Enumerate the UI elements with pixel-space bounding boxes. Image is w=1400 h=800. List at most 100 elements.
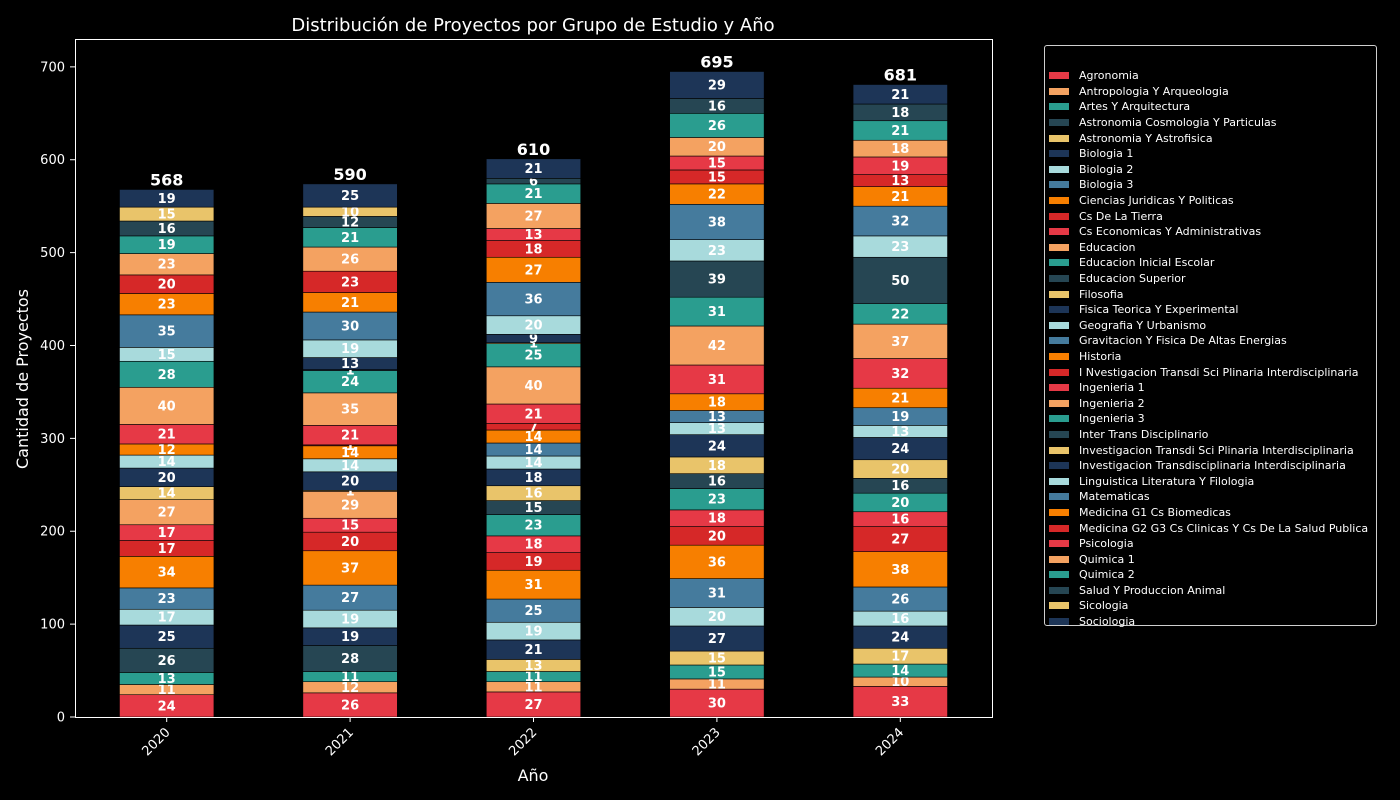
- segment-value-label: 35: [158, 325, 176, 340]
- legend-label: Educacion Inicial Escolar: [1079, 256, 1215, 270]
- legend-item: Educacion Superior: [1049, 271, 1376, 287]
- segment-value-label: 32: [891, 215, 909, 230]
- legend-swatch: [1049, 430, 1069, 438]
- legend-label: Ingenieria 3: [1079, 412, 1145, 426]
- legend-item: Salud Y Produccion Animal: [1049, 583, 1376, 599]
- segment-value-label: 18: [708, 512, 726, 527]
- legend-swatch: [1049, 165, 1069, 173]
- segment-value-label: 21: [341, 296, 359, 311]
- segment-value-label: 19: [158, 238, 176, 253]
- legend-label: Filosofia: [1079, 287, 1124, 301]
- segment-value-label: 39: [708, 273, 726, 288]
- bar-segment: [852, 84, 948, 105]
- segment-value-label: 18: [891, 142, 909, 157]
- y-tick-label: 700: [40, 60, 65, 75]
- bar-total-label: 568: [150, 170, 183, 189]
- segment-value-label: 16: [891, 612, 909, 627]
- bar-segment: [852, 358, 948, 389]
- bar-segment: [485, 203, 582, 229]
- legend-swatch: [1049, 493, 1069, 501]
- bar-segment: [852, 551, 948, 588]
- bar-total-label: 590: [333, 165, 366, 184]
- segment-value-label: 17: [158, 526, 176, 541]
- segment-value-label: 27: [158, 506, 176, 521]
- segment-value-label: 27: [524, 698, 542, 713]
- segment-value-label: 9: [529, 332, 538, 347]
- legend-label: Cs Economicas Y Administrativas: [1079, 225, 1262, 239]
- segment-value-label: 20: [341, 475, 359, 490]
- segment-value-label: 15: [708, 665, 726, 680]
- legend-label: Salud Y Produccion Animal: [1079, 583, 1226, 597]
- segment-value-label: 30: [341, 319, 359, 334]
- legend-item: Matematicas: [1049, 489, 1376, 505]
- segment-value-label: 40: [524, 379, 542, 394]
- segment-value-label: 38: [708, 215, 726, 230]
- legend-item: Investigacion Transdisciplinaria Interdi…: [1049, 458, 1376, 474]
- legend-swatch: [1049, 477, 1069, 485]
- segment-value-label: 16: [891, 479, 909, 494]
- segment-value-label: 1: [346, 364, 355, 379]
- legend: Agronomia Antropologia Y Arqueologia Artes…: [1044, 45, 1377, 628]
- segment-value-label: 25: [524, 349, 542, 364]
- segment-value-label: 23: [524, 519, 542, 534]
- plot-frame: [75, 39, 993, 718]
- segment-value-label: 19: [341, 342, 359, 357]
- x-tick-label: 2023: [690, 725, 724, 759]
- segment-value-label: 42: [708, 339, 726, 354]
- bar-segment: [669, 364, 765, 395]
- x-tick-label: 2024: [873, 725, 907, 759]
- bar-segment: [302, 550, 398, 586]
- segment-value-label: 17: [158, 611, 176, 626]
- segment-value-label: 50: [891, 274, 909, 289]
- legend-swatch: [1049, 103, 1069, 111]
- legend-label: Ingenieria 2: [1079, 396, 1145, 410]
- segment-value-label: 24: [891, 631, 909, 646]
- legend-swatch: [1049, 586, 1069, 594]
- segment-value-label: 23: [158, 298, 176, 313]
- y-tick-label: 100: [40, 618, 65, 633]
- y-tick-label: 200: [40, 525, 65, 540]
- bar-segment: [852, 256, 948, 304]
- segment-value-label: 15: [708, 156, 726, 171]
- legend-swatch: [1049, 571, 1069, 579]
- legend-swatch: [1049, 119, 1069, 127]
- legend-label: Agronomia: [1079, 69, 1139, 83]
- segment-value-label: 19: [524, 625, 542, 640]
- segment-value-label: 15: [341, 519, 359, 534]
- bar-total-label: 695: [700, 53, 733, 72]
- segment-value-label: 21: [341, 429, 359, 444]
- segment-value-label: 7: [529, 420, 538, 435]
- legend-label: Artes Y Arquitectura: [1079, 100, 1191, 114]
- legend-item: Antropologia Y Arqueologia: [1049, 84, 1376, 100]
- legend-item: Ciencias Juridicas Y Politicas: [1049, 193, 1376, 209]
- legend-label: Medicina G2 G3 Cs Clinicas Y Cs De La Sa…: [1079, 521, 1369, 535]
- legend-label: Investigacion Transdi Sci Plinaria Inter…: [1079, 443, 1354, 457]
- legend-item: Sicologia: [1049, 598, 1376, 614]
- segment-value-label: 34: [158, 566, 176, 581]
- segment-value-label: 20: [158, 278, 176, 293]
- legend-item: Investigacion Transdi Sci Plinaria Inter…: [1049, 442, 1376, 458]
- segment-value-label: 16: [708, 99, 726, 114]
- segment-value-label: 24: [158, 699, 176, 714]
- segment-value-label: 11: [708, 678, 726, 693]
- legend-swatch: [1049, 72, 1069, 80]
- legend-label: Psicologia: [1079, 537, 1134, 551]
- legend-item: Artes Y Arquitectura: [1049, 99, 1376, 115]
- legend-swatch: [1049, 150, 1069, 158]
- legend-swatch: [1049, 602, 1069, 610]
- segment-value-label: 15: [158, 348, 176, 363]
- segment-value-label: 31: [708, 373, 726, 388]
- legend-swatch: [1049, 399, 1069, 407]
- legend-label: Antropologia Y Arqueologia: [1079, 84, 1229, 98]
- segment-value-label: 40: [158, 399, 176, 414]
- legend-label: Educacion Superior: [1079, 272, 1186, 286]
- bar-segment: [852, 205, 948, 237]
- legend-label: Geografia Y Urbanismo: [1079, 318, 1207, 332]
- segment-value-label: 21: [891, 190, 909, 205]
- bar-segment: [119, 647, 215, 673]
- segment-value-label: 19: [158, 192, 176, 207]
- bar-segment: [302, 584, 398, 611]
- segment-value-label: 26: [891, 593, 909, 608]
- legend-item: Biologia 2: [1049, 162, 1376, 178]
- y-tick-label: 300: [40, 432, 65, 447]
